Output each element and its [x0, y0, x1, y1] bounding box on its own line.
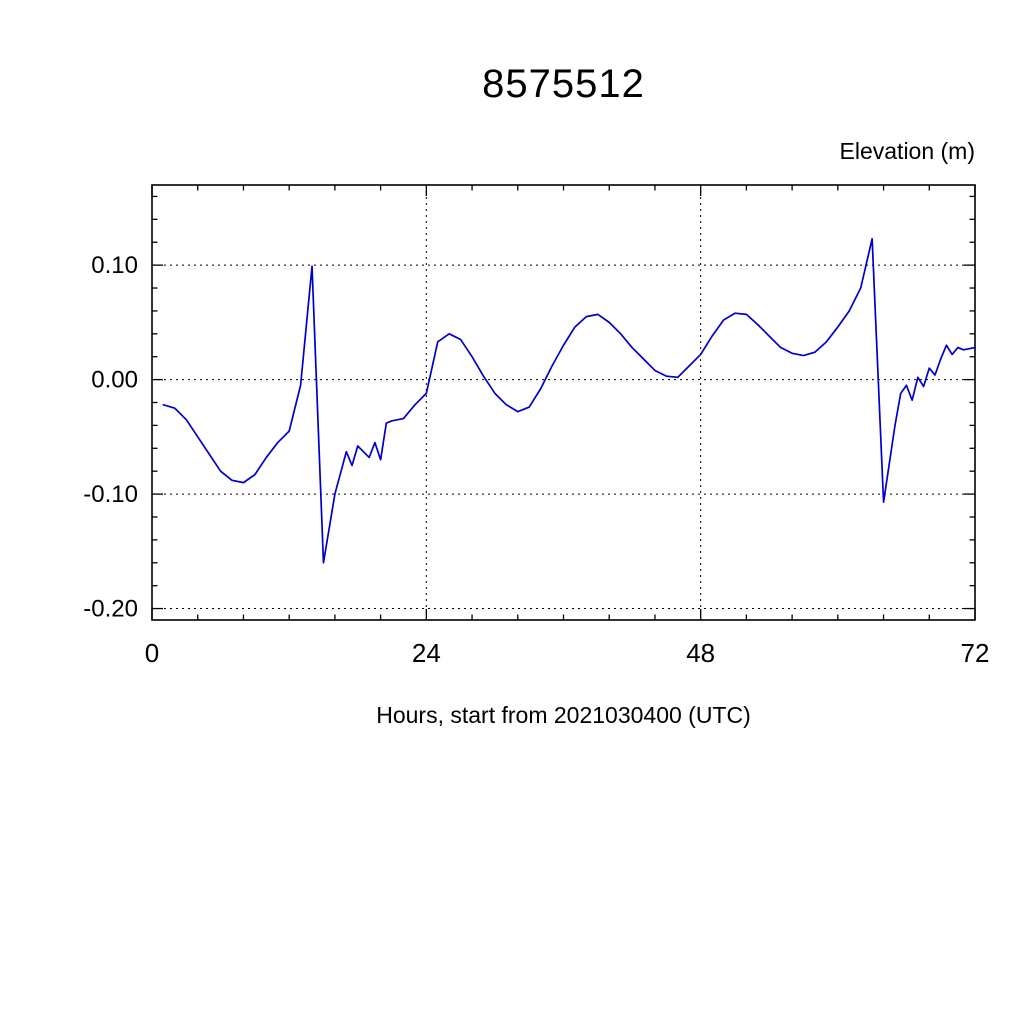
y-tick-label: -0.10	[83, 481, 138, 508]
y-tick-label: -0.20	[83, 596, 138, 623]
elevation-line-chart: 0 24 48 72 -0.20 -0.10 0.00 0.10	[83, 184, 990, 668]
x-tick-label: 72	[961, 638, 990, 668]
y-axis-title: Elevation (m)	[839, 138, 975, 164]
elevation-series-line	[162, 237, 976, 564]
x-tick-label: 24	[412, 638, 441, 668]
x-tick-label: 48	[686, 638, 715, 668]
x-tick-label: 0	[145, 638, 159, 668]
x-axis-title: Hours, start from 2021030400 (UTC)	[376, 702, 751, 728]
y-tick-label: 0.10	[91, 252, 138, 279]
plot-frame	[151, 184, 976, 621]
y-tick-label: 0.00	[91, 367, 138, 394]
chart-title: 8575512	[482, 62, 645, 106]
